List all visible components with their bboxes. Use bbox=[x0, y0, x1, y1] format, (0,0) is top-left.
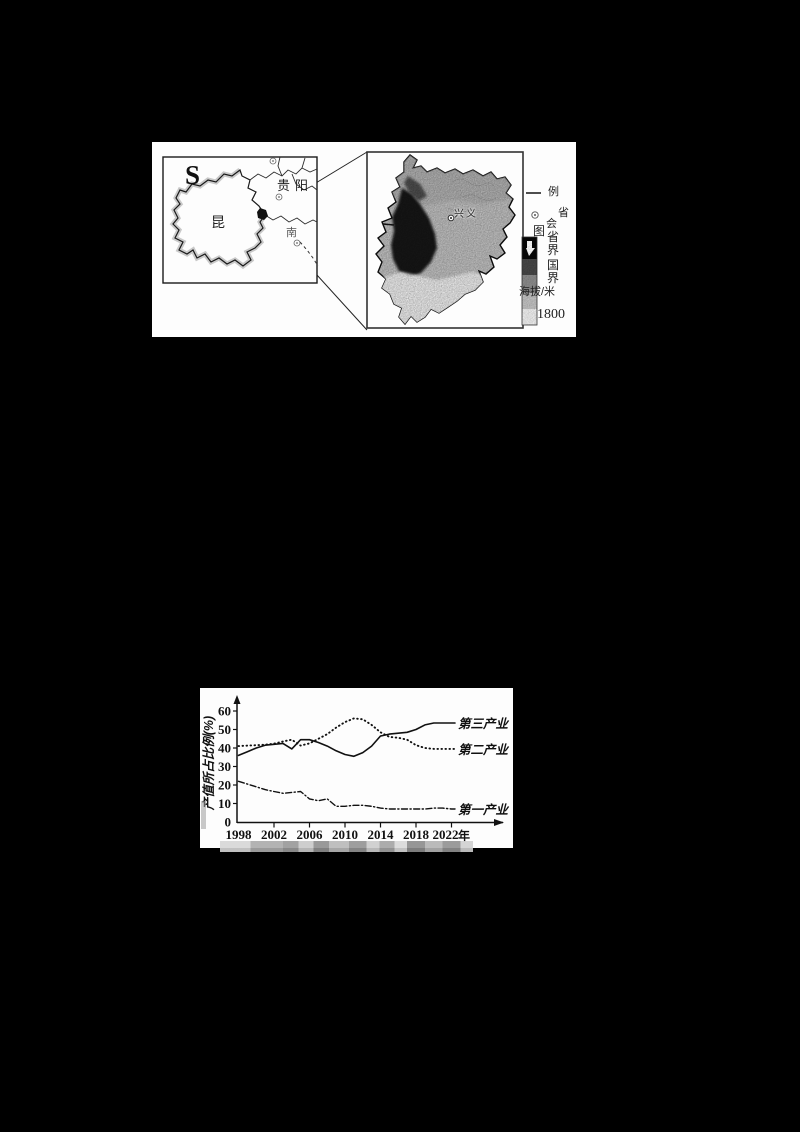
x-axis-arrow bbox=[494, 819, 504, 826]
series-line-dashdot bbox=[237, 780, 456, 810]
legend-line-label: 例 bbox=[548, 186, 559, 198]
label-nanning: 南 bbox=[286, 227, 297, 239]
locator-panel bbox=[162, 156, 319, 284]
y-tick-label: 10 bbox=[218, 796, 231, 811]
map-graphics bbox=[162, 151, 541, 331]
series-label-tertiary: 第三产业 bbox=[458, 717, 509, 732]
y-tick-label: 20 bbox=[218, 778, 231, 793]
legend-char-hui: 会 bbox=[546, 218, 557, 230]
series-label-primary: 第一产业 bbox=[458, 803, 509, 818]
scan-smudge bbox=[201, 801, 206, 829]
map-legend-graphics bbox=[521, 192, 541, 326]
zoom-source-area bbox=[257, 208, 268, 220]
x-tick-label: 2010 bbox=[332, 827, 358, 842]
y-tick-label: 40 bbox=[218, 741, 231, 756]
chart-plot-area: 0 10 20 30 40 50 60 1998 2002 2006 2010 2014 2018 202… bbox=[218, 695, 504, 842]
y-tick-label: 30 bbox=[218, 759, 231, 774]
legend-col-char: 界 bbox=[547, 243, 560, 257]
label-xingyi: 兴义 bbox=[454, 209, 478, 220]
legend-elevation-value: 1800 bbox=[537, 307, 565, 322]
letter-s: S bbox=[185, 160, 201, 190]
x-tick-label: 1998 bbox=[226, 827, 253, 842]
x-tick-label: 2006 bbox=[297, 827, 324, 842]
series-line-dotted bbox=[237, 717, 456, 750]
x-tick-label: 2018 bbox=[403, 827, 430, 842]
y-tick-label: 60 bbox=[218, 704, 231, 719]
legend-char-tu: 图 bbox=[533, 224, 546, 238]
elevation-colorbar bbox=[521, 236, 538, 326]
label-kunming: 昆 bbox=[211, 214, 225, 230]
series-label-secondary: 第二产业 bbox=[458, 742, 509, 757]
legend-col-char: 省 bbox=[547, 230, 560, 244]
scan-artifact-strip bbox=[220, 841, 473, 852]
x-tick-label: 2014 bbox=[368, 827, 395, 842]
series-line-solid bbox=[237, 722, 456, 758]
x-axis-unit: 年 bbox=[458, 829, 471, 843]
capital-symbols bbox=[269, 157, 301, 247]
x-tick-label: 2002 bbox=[261, 827, 287, 842]
legend-col-char: 国 bbox=[547, 258, 560, 272]
y-tick-label: 50 bbox=[218, 722, 231, 737]
y-axis-arrow bbox=[233, 695, 241, 704]
west-spur bbox=[382, 223, 395, 226]
detail-panel bbox=[366, 151, 524, 329]
industry-share-chart: 0 10 20 30 40 50 60 1998 2002 2006 2010 2014 2018 202… bbox=[200, 688, 513, 848]
map-figure: S 贵阳 昆 南 兴义 例 省 图 会 省 界 国 界 海拔/米 1800 bbox=[152, 142, 576, 337]
legend-col-char: 界 bbox=[547, 271, 560, 285]
legend-elevation-label: 海拔/米 bbox=[519, 286, 556, 298]
capital-symbol bbox=[531, 211, 539, 219]
legend-capital-label: 省 bbox=[558, 207, 569, 219]
y-axis-title: 产值所占比例(%) bbox=[202, 715, 216, 811]
dashed-line bbox=[299, 241, 319, 267]
x-tick-label: 2022 bbox=[433, 827, 459, 842]
xingyi-marker bbox=[447, 214, 455, 222]
y-tick-label: 0 bbox=[225, 815, 232, 830]
province-boundaries bbox=[249, 156, 318, 225]
label-guiyang: 贵阳 bbox=[277, 178, 314, 193]
